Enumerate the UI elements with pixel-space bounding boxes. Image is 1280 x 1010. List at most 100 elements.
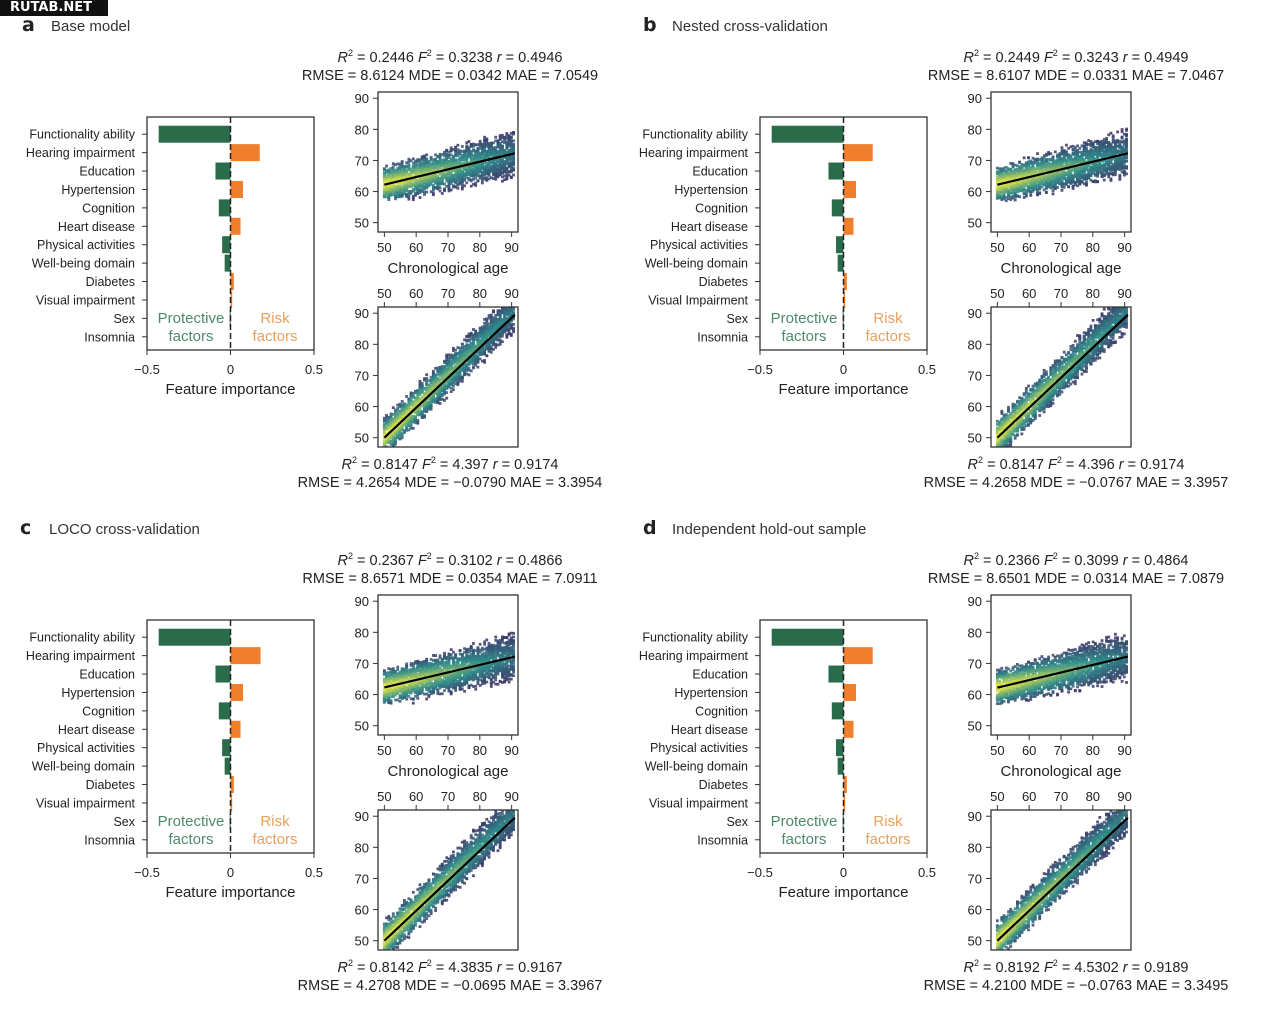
x-tick-label: 80	[473, 286, 487, 301]
y-tick-label: 60	[968, 688, 982, 703]
bar-hearing-impairment	[231, 647, 261, 664]
y-tick-label: 80	[355, 840, 369, 855]
y-tick-label: 70	[968, 153, 982, 168]
y-tick-label: 90	[355, 91, 369, 106]
risk-factors-label: factors	[865, 831, 910, 848]
y-tick-label: 90	[355, 809, 369, 824]
r2-value: 0.8192	[996, 960, 1040, 976]
x-axis-label: Feature importance	[778, 381, 908, 398]
bar-hearing-impairment	[844, 144, 873, 161]
feature-label: Hearing impairment	[26, 649, 136, 663]
regression-line	[997, 818, 1127, 941]
x-tick-label: 0.5	[305, 362, 323, 377]
x-tick-label: 80	[1086, 286, 1100, 301]
risk-factors-label: Risk	[873, 813, 903, 830]
r-value: 0.9174	[514, 457, 558, 473]
y-tick-label: 70	[355, 871, 369, 886]
panel-title: Base model	[51, 18, 130, 35]
density-points	[996, 790, 1128, 957]
panel-letter: b	[643, 14, 657, 36]
x-tick-label: 80	[1086, 743, 1100, 758]
r2-value: 0.2367	[370, 553, 414, 569]
mae-value: 3.3495	[1184, 978, 1228, 994]
feature-label: Insomnia	[84, 330, 135, 344]
x-tick-label: 60	[1022, 743, 1036, 758]
feature-label: Visual impairment	[36, 796, 136, 810]
density-points	[996, 633, 1128, 705]
stats-line-2: RMSE = 4.2708 MDE = −0.0695 MAE = 3.3967	[285, 977, 615, 995]
stats-line-1: R2 = 0.2366 F2 = 0.3099 r = 0.4864	[911, 547, 1241, 570]
feature-label: Insomnia	[84, 833, 135, 847]
x-axis-label: Feature importance	[165, 884, 295, 901]
feature-label: Sex	[113, 815, 135, 829]
bar-hypertension	[231, 181, 244, 198]
bar-education	[215, 163, 230, 180]
feature-label: Heart disease	[58, 723, 135, 737]
feature-label: Well-being domain	[645, 257, 748, 271]
r2-value: 0.2366	[996, 553, 1040, 569]
y-tick-label: 50	[968, 216, 982, 231]
y-tick-label: 60	[355, 400, 369, 415]
y-tick-label: 60	[968, 903, 982, 918]
f2-value: 0.3243	[1074, 50, 1118, 66]
stats-line-1: R2 = 0.2446 F2 = 0.3238 r = 0.4946	[285, 44, 615, 67]
bar-well-being-domain	[225, 255, 231, 272]
feature-label: Functionality ability	[642, 128, 748, 142]
bar-functionality-ability	[159, 629, 231, 646]
x-tick-label: 50	[990, 789, 1004, 804]
panel-b: b Nested cross-validation Functionality ab…	[613, 0, 1233, 490]
rmse-value: 4.2708	[356, 978, 400, 994]
feature-label: Education	[692, 668, 748, 682]
panel-title: LOCO cross-validation	[49, 521, 200, 538]
feature-label: Hypertension	[674, 686, 748, 700]
feature-label: Functionality ability	[29, 631, 135, 645]
x-tick-label: −0.5	[747, 865, 773, 880]
x-tick-label: 0	[227, 362, 234, 377]
x-tick-label: 70	[441, 789, 455, 804]
feature-label: Functionality ability	[29, 128, 135, 142]
x-tick-label: 90	[1117, 743, 1131, 758]
bar-heart-disease	[231, 721, 241, 738]
feature-label: Education	[692, 165, 748, 179]
bar-heart-disease	[844, 218, 854, 235]
panel-letter: c	[20, 517, 31, 539]
stats-line-1: R2 = 0.2367 F2 = 0.3102 r = 0.4866	[285, 547, 615, 570]
density-points	[383, 131, 515, 201]
feature-label: Physical activities	[650, 741, 748, 755]
r-value: 0.4866	[518, 553, 562, 569]
y-tick-label: 80	[968, 625, 982, 640]
y-tick-label: 50	[968, 719, 982, 734]
feature-label: Cognition	[82, 704, 135, 718]
mde-value: −0.0763	[1079, 978, 1132, 994]
bar-physical-activities	[222, 739, 230, 756]
x-tick-label: 90	[504, 286, 518, 301]
panel-title: Nested cross-validation	[672, 18, 828, 35]
x-axis-label: Chronological age	[1001, 260, 1122, 277]
y-tick-label: 60	[355, 903, 369, 918]
risk-factors-label: Risk	[260, 310, 290, 327]
feature-label: Insomnia	[697, 833, 748, 847]
x-tick-label: 80	[1086, 789, 1100, 804]
x-tick-label: −0.5	[134, 362, 160, 377]
bar-functionality-ability	[159, 126, 231, 143]
x-tick-label: 90	[1117, 286, 1131, 301]
feature-label: Heart disease	[671, 220, 748, 234]
feature-label: Well-being domain	[32, 257, 135, 271]
stats-line-1: R2 = 0.8142 F2 = 4.3835 r = 0.9167	[285, 954, 615, 977]
feature-label: Education	[79, 165, 135, 179]
x-tick-label: 70	[1054, 789, 1068, 804]
density-points	[383, 291, 515, 457]
bar-cognition	[219, 702, 231, 719]
r-value: 0.4949	[1144, 50, 1188, 66]
feature-label: Heart disease	[58, 220, 135, 234]
y-tick-label: 90	[968, 91, 982, 106]
y-tick-label: 70	[355, 656, 369, 671]
y-tick-label: 90	[968, 809, 982, 824]
x-axis-label: Feature importance	[165, 381, 295, 398]
